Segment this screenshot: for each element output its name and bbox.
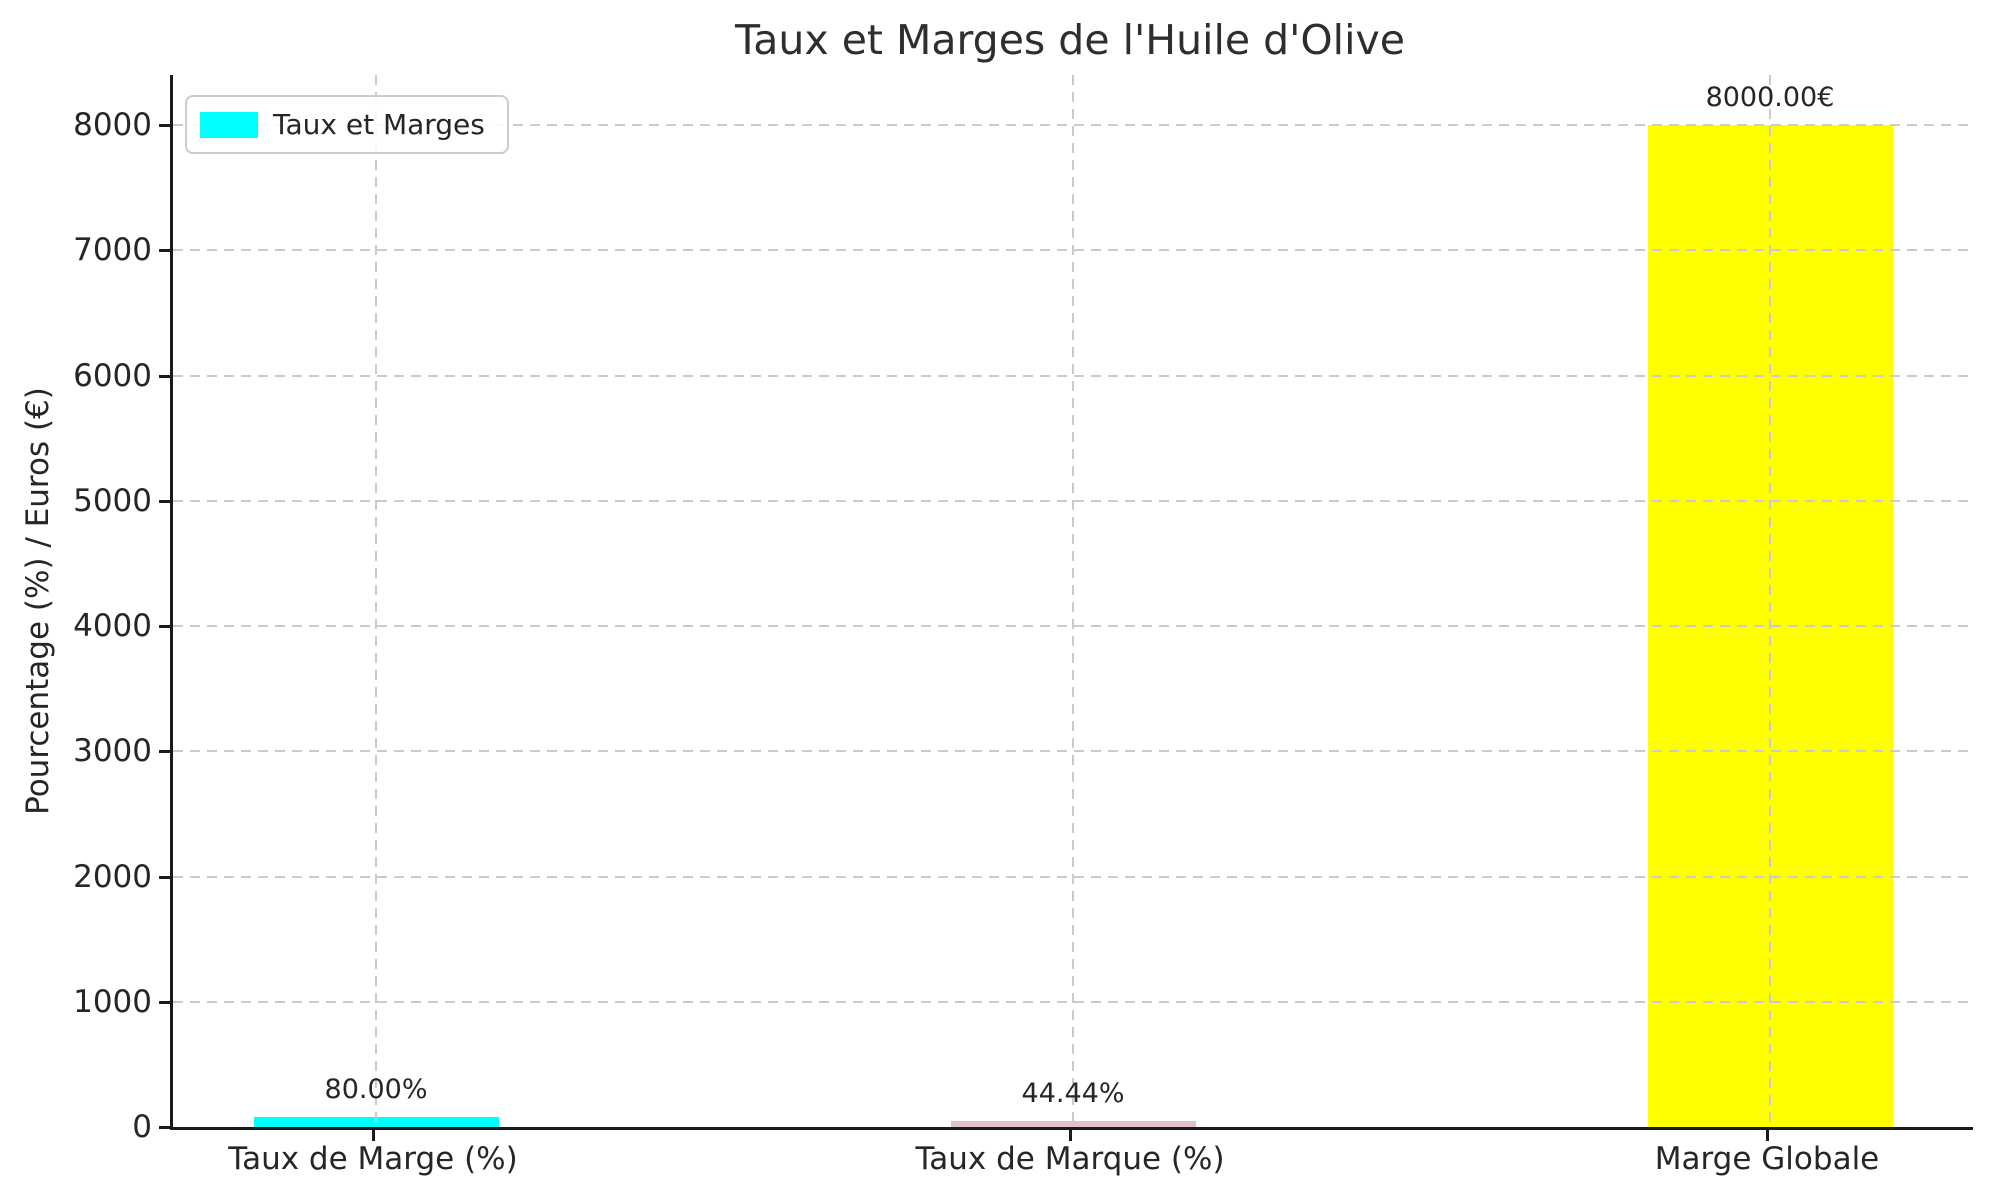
y-tick-label-1000: 1000	[73, 983, 152, 1020]
y-tick-label-4000: 4000	[73, 608, 152, 645]
bar-0	[253, 1116, 499, 1127]
bar-1	[950, 1121, 1196, 1127]
grid-line-v-0	[375, 75, 377, 1127]
bar-value-label-2: 8000.00€	[1705, 82, 1835, 114]
y-tick-label-5000: 5000	[73, 482, 152, 519]
bar-value-label-0: 80.00%	[324, 1073, 428, 1105]
bar-value-label-1: 44.44%	[1021, 1078, 1125, 1110]
x-tick-label-1: Taux de Marque (%)	[915, 1141, 1225, 1177]
bar-2	[1647, 125, 1893, 1127]
y-tick-mark-8000	[159, 124, 170, 128]
y-tick-mark-0	[159, 1126, 170, 1129]
y-tick-mark-4000	[159, 625, 170, 629]
y-tick-label-8000: 8000	[73, 107, 152, 144]
y-tick-label-0: 0	[132, 1109, 152, 1145]
x-tick-label-0: Taux de Marge (%)	[228, 1141, 518, 1177]
y-tick-label-3000: 3000	[73, 733, 152, 770]
y-tick-mark-2000	[159, 875, 170, 879]
x-tick-mark-0	[372, 1130, 375, 1141]
x-tick-label-2: Marge Globale	[1654, 1141, 1880, 1177]
y-tick-label-6000: 6000	[73, 357, 152, 394]
grid-line-v-1	[1072, 75, 1074, 1127]
y-tick-label-7000: 7000	[73, 232, 152, 269]
x-tick-mark-1	[1069, 1130, 1072, 1141]
legend-swatch	[200, 111, 258, 138]
plot-area: 80.00% 44.44% 8000.00€	[170, 75, 1973, 1130]
chart-title: Taux et Marges de l'Huile d'Olive	[735, 16, 1405, 64]
x-tick-mark-2	[1766, 1130, 1769, 1141]
legend: Taux et Marges	[185, 95, 509, 154]
y-tick-mark-1000	[159, 1000, 170, 1004]
y-tick-mark-6000	[159, 374, 170, 378]
y-tick-label-2000: 2000	[73, 858, 152, 895]
y-tick-mark-7000	[159, 249, 170, 253]
y-tick-mark-3000	[159, 750, 170, 754]
legend-label: Taux et Marges	[273, 108, 485, 141]
y-tick-mark-5000	[159, 499, 170, 503]
